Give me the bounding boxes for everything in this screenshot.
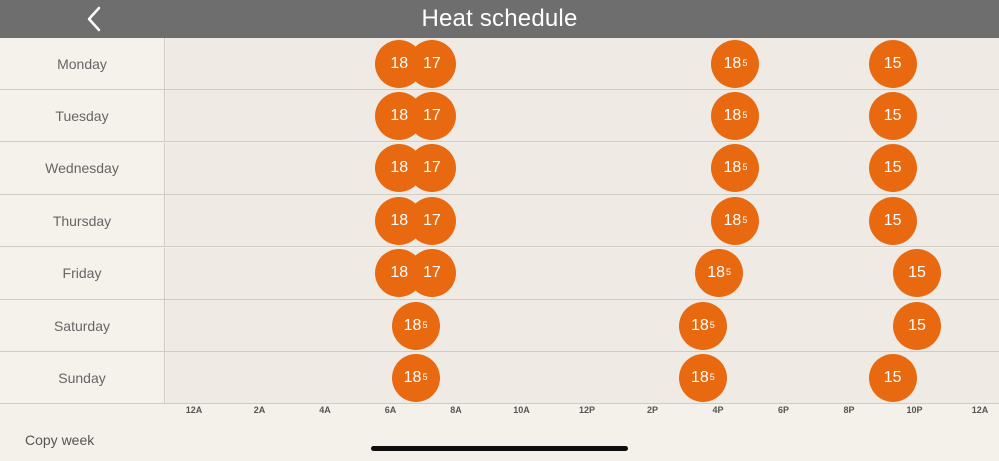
copy-week-button[interactable]: Copy week xyxy=(25,432,95,448)
time-tick-label: 6A xyxy=(384,405,397,415)
setpoint-value: 18 xyxy=(723,211,742,229)
time-tick-label: 12A xyxy=(971,405,989,415)
time-tick-label: 10A xyxy=(513,405,530,415)
day-label[interactable]: Monday xyxy=(0,38,165,89)
setpoint-fraction: 5 xyxy=(742,214,748,225)
setpoint-value: 18 xyxy=(390,54,409,72)
setpoint-value: 18 xyxy=(707,264,726,282)
setpoint-fraction: 5 xyxy=(709,319,715,330)
time-axis: 12A 2A 4A 6A 8A 10A 12P 2P 4P 6P 8P 10P 12A xyxy=(166,405,999,423)
temperature-setpoint[interactable]: 18 5 xyxy=(711,144,760,193)
time-tick-label: 2P xyxy=(646,405,658,415)
day-label[interactable]: Sunday xyxy=(0,352,165,404)
setpoint-value: 18 xyxy=(723,159,742,177)
day-timeline[interactable]: 18 17 18 5 15 xyxy=(166,90,999,142)
day-timeline[interactable]: 18 5 18 5 15 xyxy=(166,352,999,404)
day-label[interactable]: Tuesday xyxy=(0,90,165,142)
day-timeline[interactable]: 18 5 18 5 15 xyxy=(166,300,999,351)
setpoint-value: 15 xyxy=(908,316,926,334)
schedule-row-monday: Monday 18 17 18 5 15 xyxy=(0,38,999,90)
schedule-row-thursday: Thursday 18 17 18 5 15 xyxy=(0,195,999,248)
temperature-setpoint[interactable]: 17 xyxy=(407,144,456,193)
setpoint-value: 15 xyxy=(883,159,902,177)
schedule-row-sunday: Sunday 18 5 18 5 15 xyxy=(0,352,999,405)
temperature-setpoint[interactable]: 18 5 xyxy=(711,92,760,141)
temperature-setpoint[interactable]: 17 xyxy=(407,92,456,141)
temperature-setpoint[interactable]: 17 xyxy=(407,249,456,298)
temperature-setpoint[interactable]: 17 xyxy=(407,39,456,88)
schedule-row-tuesday: Tuesday 18 17 18 5 15 xyxy=(0,90,999,143)
time-tick-label: 4A xyxy=(319,405,331,415)
setpoint-fraction: 5 xyxy=(422,319,428,330)
time-tick-label: 12A xyxy=(185,405,203,415)
time-tick-label: 2A xyxy=(253,405,266,415)
temperature-setpoint[interactable]: 15 xyxy=(893,301,941,350)
temperature-setpoint[interactable]: 15 xyxy=(868,39,917,88)
setpoint-value: 18 xyxy=(723,54,742,72)
back-button[interactable] xyxy=(82,4,108,34)
day-timeline[interactable]: 18 17 18 5 15 xyxy=(166,142,999,194)
day-label[interactable]: Thursday xyxy=(0,195,165,247)
time-tick-label: 8P xyxy=(843,405,855,415)
header-bar: Heat schedule xyxy=(0,0,999,38)
setpoint-value: 18 xyxy=(390,159,409,177)
temperature-setpoint[interactable]: 15 xyxy=(893,249,941,298)
temperature-setpoint[interactable]: 18 5 xyxy=(678,301,727,350)
temperature-setpoint[interactable]: 18 5 xyxy=(678,354,727,403)
day-timeline[interactable]: 18 17 18 5 15 xyxy=(166,195,999,247)
setpoint-fraction: 5 xyxy=(742,57,748,68)
time-tick-label: 8A xyxy=(450,405,462,415)
setpoint-fraction: 5 xyxy=(742,162,748,173)
temperature-setpoint[interactable]: 15 xyxy=(868,196,917,245)
setpoint-fraction: 5 xyxy=(709,372,715,383)
temperature-setpoint[interactable]: 18 5 xyxy=(391,301,440,350)
setpoint-value: 17 xyxy=(422,54,441,72)
setpoint-value: 18 xyxy=(390,107,409,125)
time-tick-label: 6P xyxy=(777,405,789,415)
schedule-row-saturday: Saturday 18 5 18 5 15 xyxy=(0,300,999,352)
setpoint-value: 18 xyxy=(690,369,709,387)
setpoint-value: 15 xyxy=(883,107,902,125)
day-label[interactable]: Friday xyxy=(0,247,165,299)
time-tick-label: 10P xyxy=(906,405,923,415)
setpoint-value: 17 xyxy=(422,159,441,177)
setpoint-value: 18 xyxy=(690,316,709,334)
home-indicator xyxy=(371,446,628,451)
setpoint-value: 18 xyxy=(403,369,422,387)
setpoint-value: 15 xyxy=(883,211,902,229)
setpoint-fraction: 5 xyxy=(422,372,428,383)
setpoint-value: 17 xyxy=(422,107,441,125)
schedule-row-wednesday: Wednesday 18 17 18 5 15 xyxy=(0,142,999,195)
temperature-setpoint[interactable]: 18 5 xyxy=(391,354,440,403)
chevron-left-icon xyxy=(87,6,101,32)
temperature-setpoint[interactable]: 18 5 xyxy=(711,39,760,88)
setpoint-value: 17 xyxy=(422,211,441,229)
day-label[interactable]: Wednesday xyxy=(0,142,165,194)
setpoint-value: 18 xyxy=(390,211,409,229)
setpoint-value: 18 xyxy=(723,107,742,125)
temperature-setpoint[interactable]: 15 xyxy=(868,354,917,403)
setpoint-value: 15 xyxy=(908,264,926,282)
temperature-setpoint[interactable]: 15 xyxy=(868,144,917,193)
setpoint-fraction: 5 xyxy=(726,267,732,278)
schedule-row-friday: Friday 18 17 18 5 15 xyxy=(0,247,999,300)
setpoint-value: 17 xyxy=(422,264,441,282)
temperature-setpoint[interactable]: 18 5 xyxy=(711,196,760,245)
temperature-setpoint[interactable]: 17 xyxy=(407,196,456,245)
temperature-setpoint[interactable]: 18 5 xyxy=(695,249,744,298)
day-label[interactable]: Saturday xyxy=(0,300,165,351)
temperature-setpoint[interactable]: 15 xyxy=(868,92,917,141)
page-title: Heat schedule xyxy=(421,5,578,32)
setpoint-value: 15 xyxy=(883,54,902,72)
setpoint-value: 18 xyxy=(390,264,409,282)
setpoint-value: 18 xyxy=(403,316,422,334)
setpoint-value: 15 xyxy=(883,369,902,387)
day-timeline[interactable]: 18 17 18 5 15 xyxy=(166,247,999,299)
day-timeline[interactable]: 18 17 18 5 15 xyxy=(166,38,999,89)
time-tick-label: 12P xyxy=(578,405,595,415)
schedule-grid: Monday 18 17 18 5 15 Tuesday 18 17 18 5 15 Wednesday… xyxy=(0,38,999,405)
time-tick-label: 4P xyxy=(712,405,724,415)
setpoint-fraction: 5 xyxy=(742,110,748,121)
